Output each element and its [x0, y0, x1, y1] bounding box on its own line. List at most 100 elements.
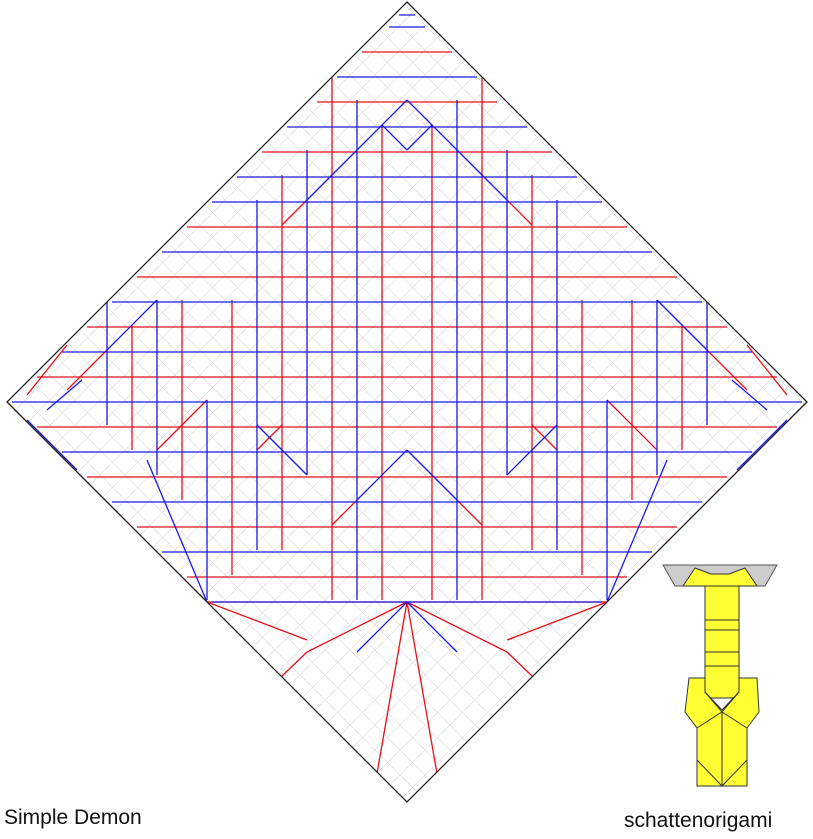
- grid-line: [7, 2, 590, 802]
- valley-fold: [506, 424, 558, 476]
- mountain-fold: [331, 499, 358, 526]
- valley-fold: [456, 149, 508, 201]
- grid-line: [7, 2, 15, 802]
- mountain-fold: [456, 499, 483, 526]
- grid-line: [7, 2, 251, 802]
- grid-line: [7, 2, 115, 802]
- grid-line: [799, 2, 807, 802]
- valley-fold: [46, 449, 158, 561]
- valley-fold: [406, 124, 433, 151]
- grid-line: [7, 2, 540, 802]
- mountain-fold: [706, 349, 748, 391]
- mountain-fold: [21, 424, 108, 511]
- grid-line: [7, 2, 26, 802]
- author-name: schattenorigami: [624, 809, 773, 832]
- grid-line: [7, 2, 76, 802]
- grid-line: [210, 2, 807, 802]
- grid-line: [199, 2, 807, 802]
- grid-line: [7, 2, 151, 802]
- mountain-fold: [306, 601, 408, 653]
- grid-line: [310, 2, 807, 802]
- grid-line: [7, 2, 326, 802]
- grid-line: [7, 2, 40, 802]
- grid-line: [7, 2, 301, 802]
- valley-fold: [26, 419, 78, 471]
- grid-line: [7, 2, 101, 802]
- base-head: [682, 567, 758, 587]
- valley-fold: [606, 459, 668, 603]
- valley-fold: [146, 459, 208, 603]
- mountain-fold: [26, 344, 68, 396]
- mountain-fold: [206, 601, 308, 641]
- paper-border: [6, 1, 808, 803]
- grid-line: [7, 2, 640, 802]
- model-title: Simple Demon: [4, 806, 142, 829]
- grid-line: [285, 2, 807, 802]
- mountain-fold: [506, 199, 533, 226]
- valley-fold: [256, 424, 308, 476]
- grid-line: [174, 2, 807, 802]
- grid-line: [274, 2, 807, 802]
- grid-line: [299, 2, 807, 802]
- grid-line: [7, 2, 601, 802]
- grid-line: [7, 2, 201, 802]
- grid-line: [185, 2, 807, 802]
- grid-line: [260, 2, 807, 802]
- valley-fold: [46, 379, 83, 411]
- valley-fold: [481, 74, 533, 126]
- mountain-fold: [606, 399, 658, 451]
- grid-line: [7, 2, 490, 802]
- grid-line: [7, 2, 526, 802]
- grid-line: [7, 2, 401, 802]
- grid-line: [7, 2, 126, 802]
- grid-line: [7, 2, 701, 802]
- mountain-fold: [66, 349, 108, 391]
- valley-fold: [731, 379, 768, 411]
- valley-fold: [736, 419, 788, 471]
- valley-fold: [306, 149, 358, 201]
- grid-line: [7, 2, 751, 802]
- valley-fold: [406, 601, 458, 653]
- valley-fold: [406, 449, 458, 501]
- valley-fold: [106, 299, 158, 351]
- mountain-fold: [706, 424, 793, 511]
- valley-fold: [281, 74, 333, 126]
- base-body: [704, 585, 740, 699]
- grid-line: [360, 2, 807, 802]
- valley-fold: [656, 299, 708, 351]
- grid-line: [249, 2, 807, 802]
- grid-line: [149, 2, 807, 802]
- grid-line: [349, 2, 807, 802]
- grid-line: [399, 2, 807, 802]
- mountain-fold: [371, 601, 408, 802]
- grid-line: [7, 2, 651, 802]
- grid-line: [7, 2, 501, 802]
- grid-line: [7, 2, 615, 802]
- valley-folds: [12, 14, 802, 653]
- valley-fold: [656, 449, 768, 561]
- grid-line: [7, 2, 465, 802]
- grid-line: [7, 2, 551, 802]
- grid-line: [7, 2, 451, 802]
- grid-line: [7, 2, 676, 802]
- mountain-fold: [406, 601, 508, 653]
- valley-fold: [381, 124, 408, 151]
- valley-fold: [356, 601, 408, 653]
- grid-line: [7, 2, 426, 802]
- grid-line: [7, 2, 276, 802]
- mountain-fold: [506, 601, 608, 641]
- mountain-fold: [281, 199, 308, 226]
- grid-line: [7, 2, 476, 802]
- mountain-fold: [406, 601, 443, 802]
- valley-fold: [356, 449, 408, 501]
- grid-line: [7, 2, 176, 802]
- grid-line: [7, 2, 515, 802]
- grid-line: [7, 2, 576, 802]
- grid-line: [7, 2, 351, 802]
- mountain-fold: [746, 344, 788, 396]
- grid-line: [235, 2, 807, 802]
- grid-line: [7, 2, 726, 802]
- grid-line: [335, 2, 807, 802]
- grid-line: [224, 2, 807, 802]
